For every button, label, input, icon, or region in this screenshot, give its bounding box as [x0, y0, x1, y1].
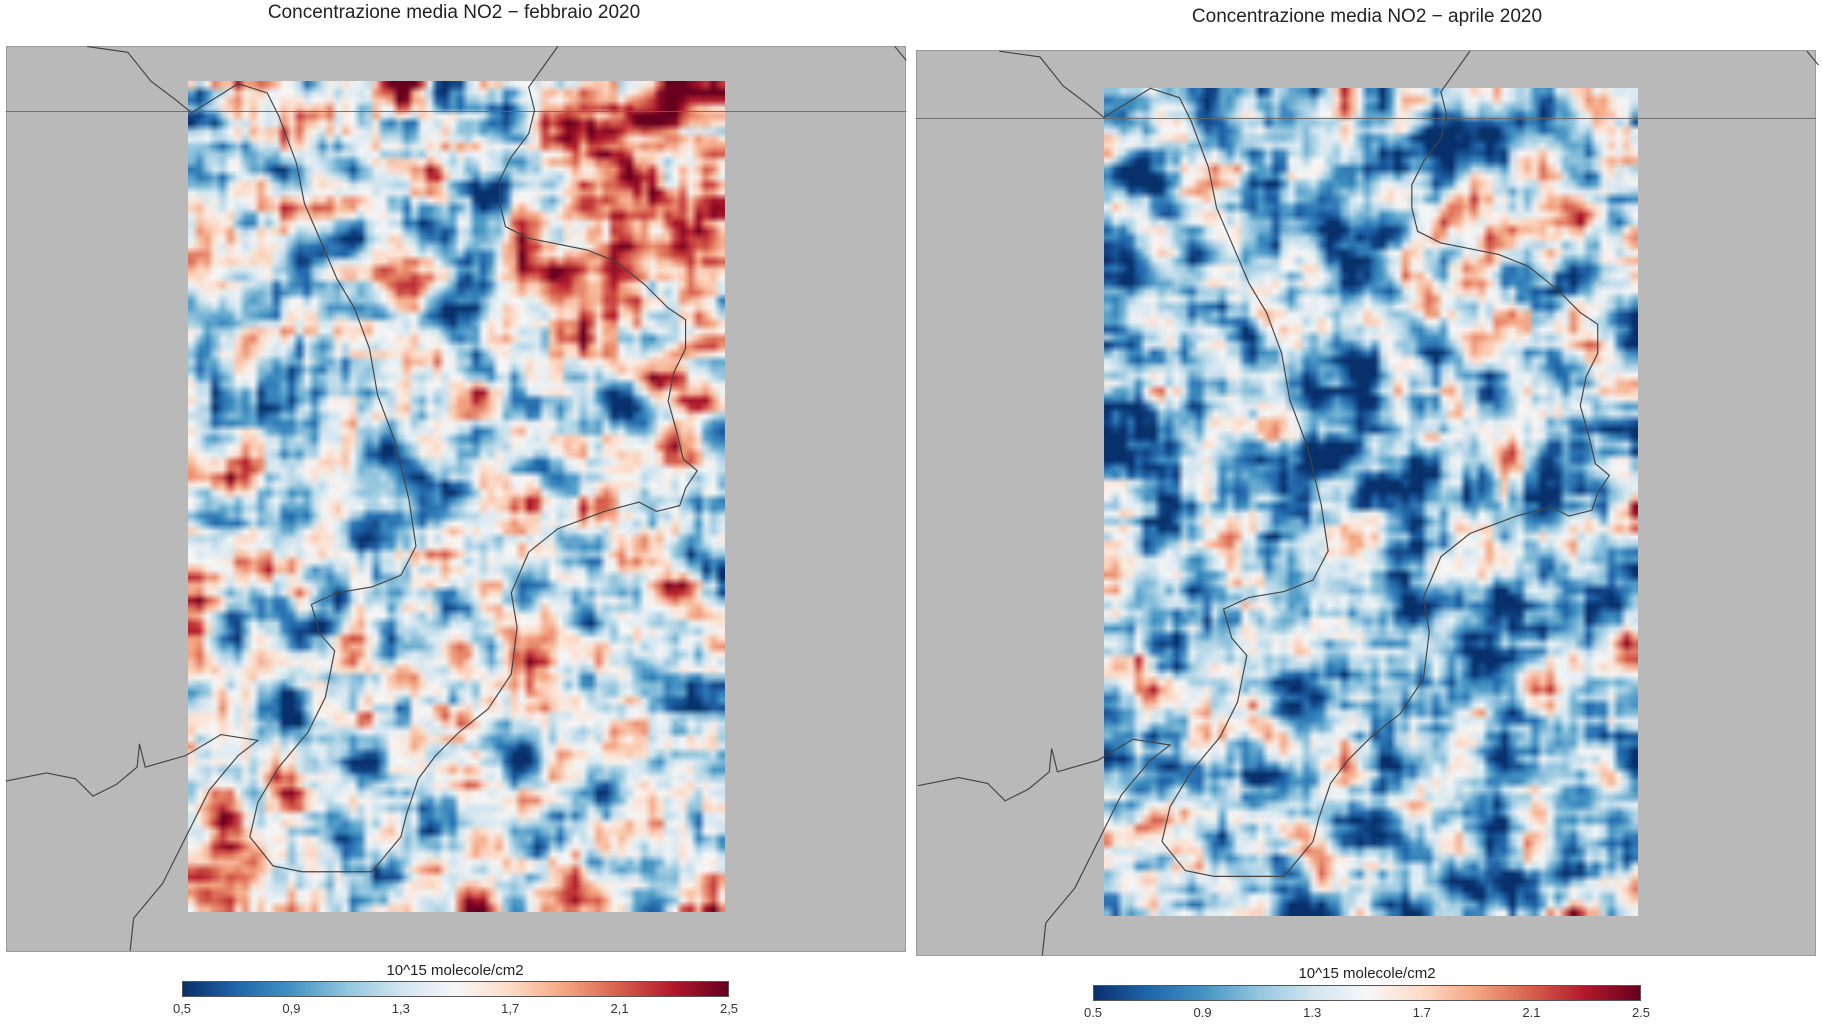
tick-label: 0.5: [1083, 1005, 1103, 1020]
tick-label: 0,9: [282, 1001, 301, 1016]
tick-label: 2.1: [1522, 1005, 1541, 1020]
colorbar-label-april: 10^15 molecole/cm2: [1298, 965, 1436, 982]
tick-label: 1.3: [1303, 1005, 1322, 1020]
tick-label: 2.5: [1631, 1005, 1651, 1020]
map-title-april: Concentrazione media NO2 − aprile 2020: [1191, 6, 1543, 27]
no2-heatmap-april: [1104, 88, 1638, 916]
tick-label: 0,5: [172, 1001, 192, 1016]
tick-label: 1,3: [391, 1001, 410, 1016]
colorbar-label-february: 10^15 molecole/cm2: [386, 962, 524, 979]
colorbar-february: [182, 981, 729, 997]
tick-label: 2,1: [610, 1001, 629, 1016]
tick-label: 0.9: [1193, 1005, 1212, 1020]
no2-heatmap-february: [188, 81, 725, 912]
map-title-february: Concentrazione media NO2 − febbraio 2020: [267, 2, 641, 23]
tick-label: 1.7: [1412, 1005, 1431, 1020]
colorbar-april: [1093, 985, 1641, 1001]
tick-label: 1,7: [501, 1001, 520, 1016]
tick-label: 2,5: [719, 1001, 739, 1016]
